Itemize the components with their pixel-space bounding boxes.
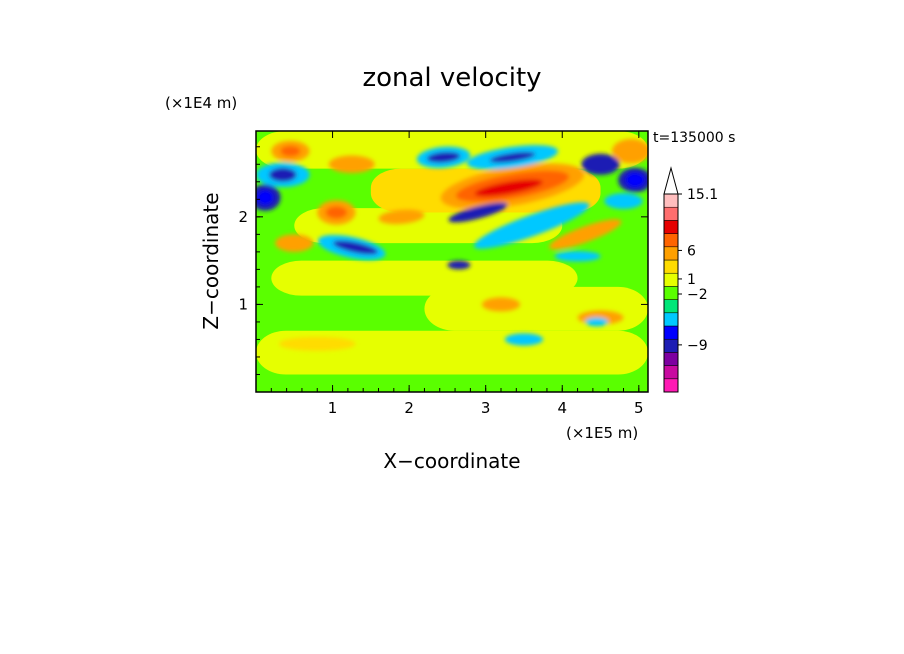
contour-feature bbox=[504, 333, 544, 346]
colorbar-label: 15.1 bbox=[687, 187, 718, 203]
x-tick-label: 1 bbox=[328, 399, 338, 417]
contour-feature bbox=[549, 219, 622, 250]
colorbar-cell bbox=[663, 378, 679, 393]
colorbar-cells bbox=[663, 193, 679, 393]
contour-feature bbox=[604, 193, 643, 209]
chart-title: zonal velocity bbox=[362, 63, 541, 93]
contour-feature bbox=[275, 234, 314, 252]
colorbar-cell bbox=[663, 352, 679, 366]
colorbar-extend-arrow bbox=[663, 166, 679, 195]
contour-feature bbox=[474, 179, 543, 197]
contour-feature bbox=[489, 151, 536, 163]
y-axis: 12 bbox=[238, 146, 648, 375]
colorbar-label: −9 bbox=[687, 338, 708, 354]
colorbar-cell bbox=[663, 193, 679, 208]
contour-feature bbox=[325, 206, 348, 219]
contour-feature bbox=[448, 202, 508, 223]
plot-area bbox=[256, 131, 648, 392]
contour-feature bbox=[426, 151, 461, 163]
colorbar-cell bbox=[663, 365, 679, 380]
colorbar-cell bbox=[663, 233, 679, 248]
colorbar-cell bbox=[663, 272, 679, 287]
colorbar-cell bbox=[663, 206, 679, 221]
contour-feature bbox=[333, 240, 379, 255]
contour-feature bbox=[554, 250, 601, 262]
y-tick-label: 1 bbox=[238, 295, 248, 313]
contour-feature bbox=[585, 317, 609, 327]
contour-feature bbox=[278, 336, 356, 351]
contour-feature bbox=[612, 138, 648, 164]
y-axis-label: Z−coordinate bbox=[199, 192, 223, 329]
colorbar: 15.1 6 1−2 −9 bbox=[663, 166, 718, 393]
contour-feature bbox=[328, 155, 375, 174]
contour-feature bbox=[447, 260, 471, 270]
colorbar-cell bbox=[663, 299, 679, 314]
contour-band bbox=[424, 286, 648, 331]
colorbar-cell bbox=[663, 286, 679, 300]
colorbar-cell bbox=[663, 246, 679, 261]
x-tick-label: 4 bbox=[557, 399, 567, 417]
colorbar-label: 6 bbox=[687, 243, 696, 259]
colorbar-labels: 15.1 6 1−2 −9 bbox=[678, 187, 718, 354]
plot-frame bbox=[255, 130, 649, 393]
contour-feature bbox=[625, 173, 645, 188]
x-axis: 1 2 3 4 5 bbox=[270, 131, 644, 417]
contour-feature bbox=[473, 202, 590, 249]
colorbar-frame bbox=[663, 193, 679, 393]
x-axis-label: X−coordinate bbox=[383, 449, 520, 473]
colorbar-label: 1 bbox=[687, 272, 696, 288]
contour-feature bbox=[481, 297, 521, 312]
colorbar-cell bbox=[663, 220, 679, 234]
contour-feature bbox=[581, 153, 620, 175]
colorbar-cell bbox=[663, 325, 679, 340]
x-tick-label: 5 bbox=[634, 399, 644, 417]
colorbar-cell bbox=[663, 312, 679, 327]
y-tick-label: 2 bbox=[238, 208, 248, 226]
x-unit-label: (×1E5 m) bbox=[566, 424, 638, 442]
contour-band bbox=[256, 330, 648, 375]
x-tick-label: 2 bbox=[404, 399, 414, 417]
colorbar-cell bbox=[663, 259, 679, 274]
colorbar-label: −2 bbox=[687, 287, 708, 303]
contour-features bbox=[256, 138, 648, 351]
y-unit-label: (×1E4 m) bbox=[165, 94, 237, 112]
x-tick-label: 3 bbox=[481, 399, 491, 417]
contour-feature bbox=[257, 190, 273, 205]
contour-feature bbox=[378, 209, 425, 225]
contour-feature bbox=[280, 145, 301, 157]
time-label: t=135000 s bbox=[653, 130, 735, 146]
contour-feature bbox=[269, 167, 297, 182]
colorbar-cell bbox=[663, 338, 679, 353]
